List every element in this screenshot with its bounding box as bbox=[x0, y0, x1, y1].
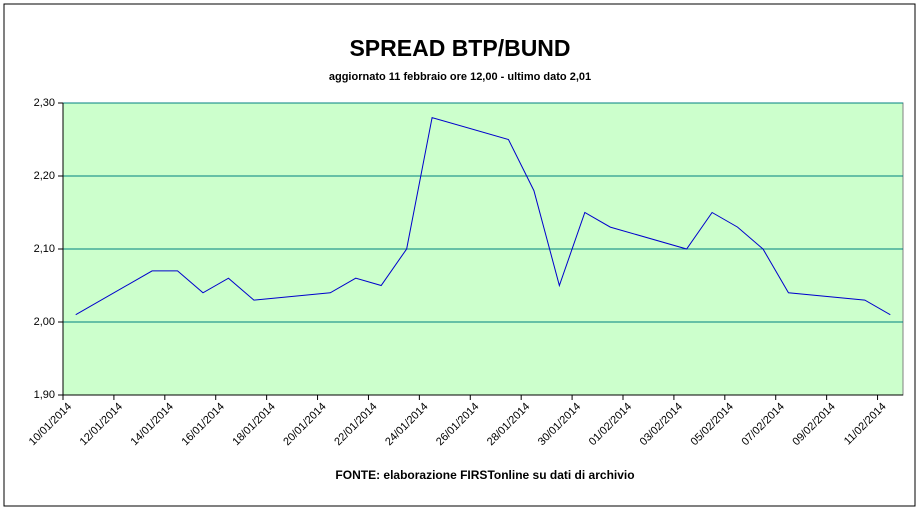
chart-title: SPREAD BTP/BUND bbox=[349, 35, 570, 61]
chart-subtitle: aggiornato 11 febbraio ore 12,00 - ultim… bbox=[329, 71, 591, 83]
y-tick-label: 2,30 bbox=[34, 97, 55, 109]
y-tick-label: 2,10 bbox=[34, 243, 55, 255]
y-tick-label: 2,00 bbox=[34, 316, 55, 328]
y-tick-label: 1,90 bbox=[34, 389, 55, 401]
source-note: FONTE: elaborazione FIRSTonline su dati … bbox=[335, 468, 634, 482]
data-line bbox=[75, 116, 891, 316]
y-tick-label: 2,20 bbox=[34, 170, 55, 182]
